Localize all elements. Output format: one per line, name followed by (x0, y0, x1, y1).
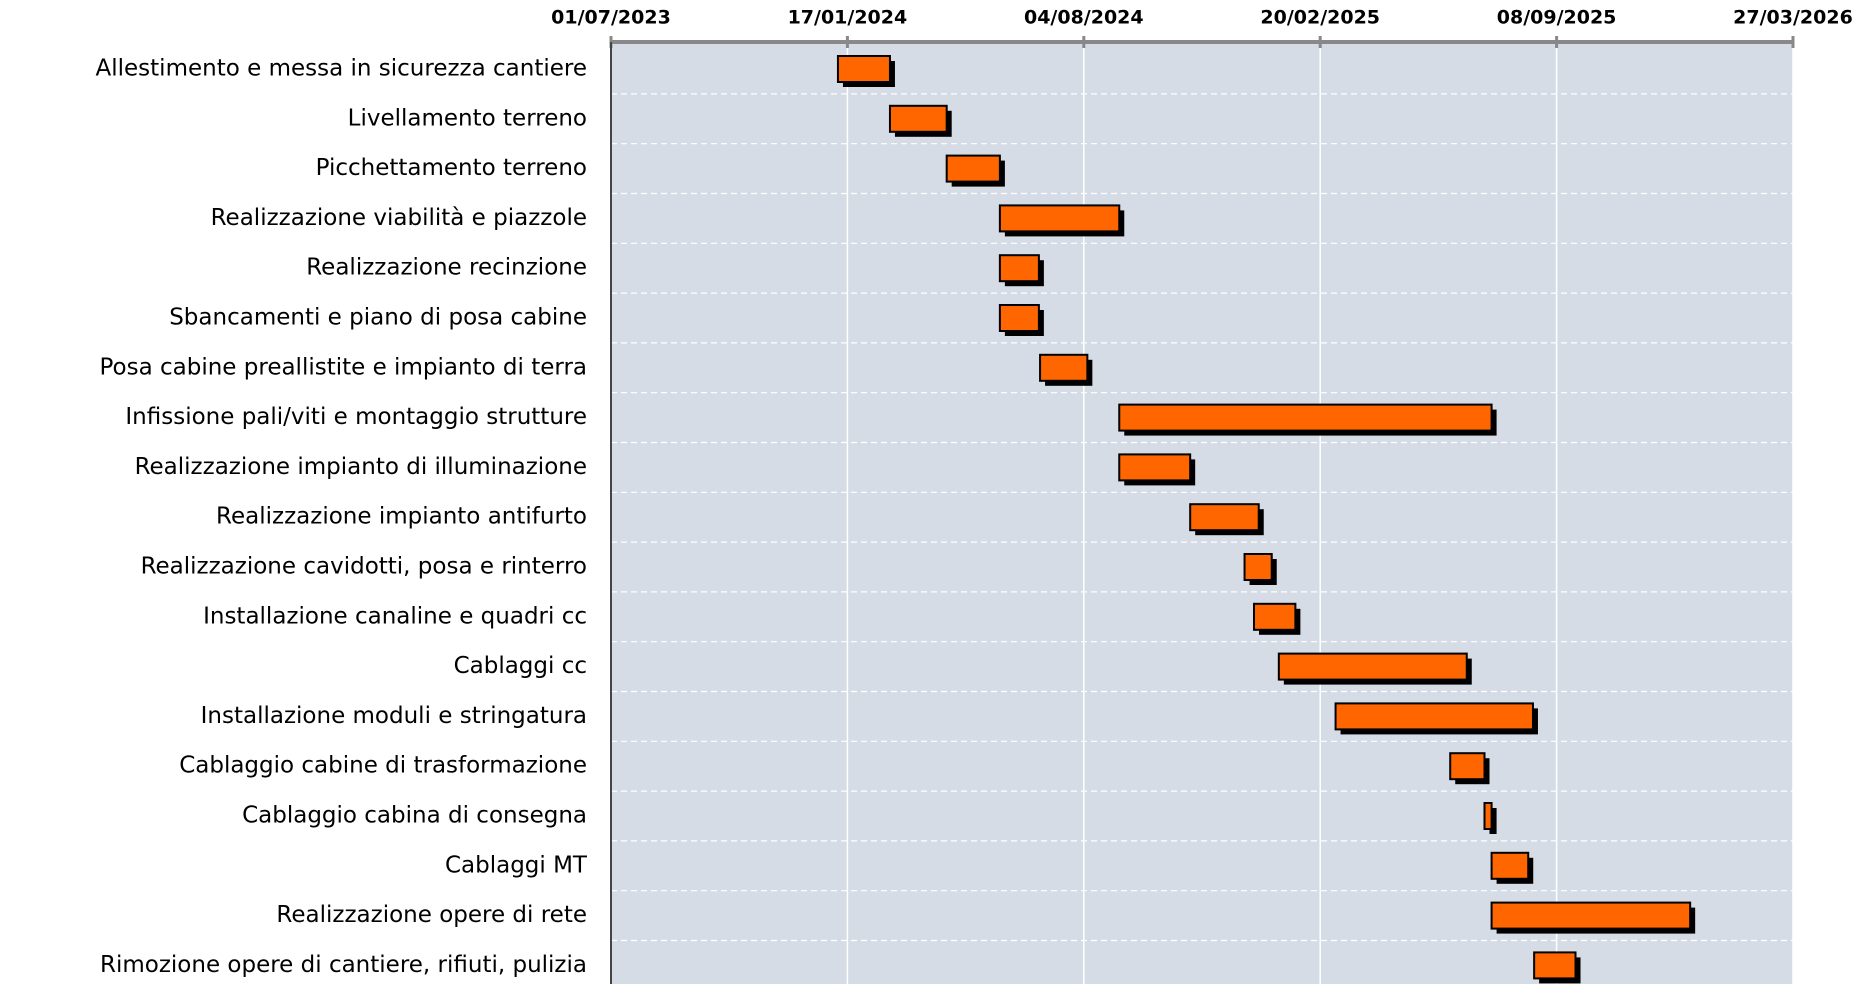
bar (1490, 901, 1692, 930)
task-label: Realizzazione impianto di illuminazione (135, 454, 587, 480)
bar (1533, 951, 1577, 980)
bar (945, 154, 1001, 183)
bar (1490, 851, 1530, 880)
x-tick-label: 27/03/2026 (1733, 7, 1853, 29)
task-label: Allestimento e messa in sicurezza cantie… (96, 56, 587, 82)
task-label: Realizzazione opere di rete (276, 902, 587, 928)
x-tick-label: 17/01/2024 (788, 7, 908, 29)
bar (1118, 403, 1493, 432)
bar (998, 254, 1040, 283)
bar (1334, 702, 1534, 731)
task-label: Infissione pali/viti e montaggio struttu… (125, 404, 587, 430)
task-label: Cablaggio cabine di trasformazione (179, 753, 587, 779)
x-tick-label: 20/02/2025 (1260, 7, 1380, 29)
bar (1243, 553, 1273, 581)
task-label: Livellamento terreno (348, 105, 587, 131)
task-label: Installazione canaline e quadri cc (203, 603, 587, 629)
bar (836, 55, 891, 83)
bar (1483, 802, 1493, 830)
bar (1253, 602, 1297, 631)
task-label: Realizzazione viabilità e piazzole (211, 205, 587, 231)
bar (1449, 752, 1486, 781)
bar (1039, 353, 1089, 382)
x-tick-label: 04/08/2024 (1024, 7, 1144, 29)
bar (888, 104, 948, 133)
task-label: Installazione moduli e stringatura (201, 703, 587, 729)
bar (1118, 453, 1192, 482)
task-label: Cablaggio cabina di consegna (242, 803, 587, 829)
bar (1189, 503, 1260, 532)
task-label: Cablaggi cc (454, 653, 587, 679)
task-label: Realizzazione cavidotti, posa e rinterro (141, 554, 587, 580)
task-label: Realizzazione recinzione (306, 255, 587, 281)
task-label: Rimozione opere di cantiere, rifiuti, pu… (100, 952, 587, 978)
task-label: Picchettamento terreno (316, 155, 587, 181)
x-tick-label: 01/07/2023 (551, 7, 671, 29)
task-label: Cablaggi MT (445, 852, 588, 878)
x-tick-label: 08/09/2025 (1497, 7, 1617, 29)
bar (1277, 652, 1468, 681)
bar-shadow (1489, 808, 1497, 834)
task-label: Posa cabine preallistite e impianto di t… (99, 354, 587, 380)
task-label: Sbancamenti e piano di posa cabine (169, 305, 587, 331)
bar (998, 204, 1121, 233)
bar (998, 304, 1040, 332)
task-label: Realizzazione impianto antifurto (216, 504, 587, 530)
